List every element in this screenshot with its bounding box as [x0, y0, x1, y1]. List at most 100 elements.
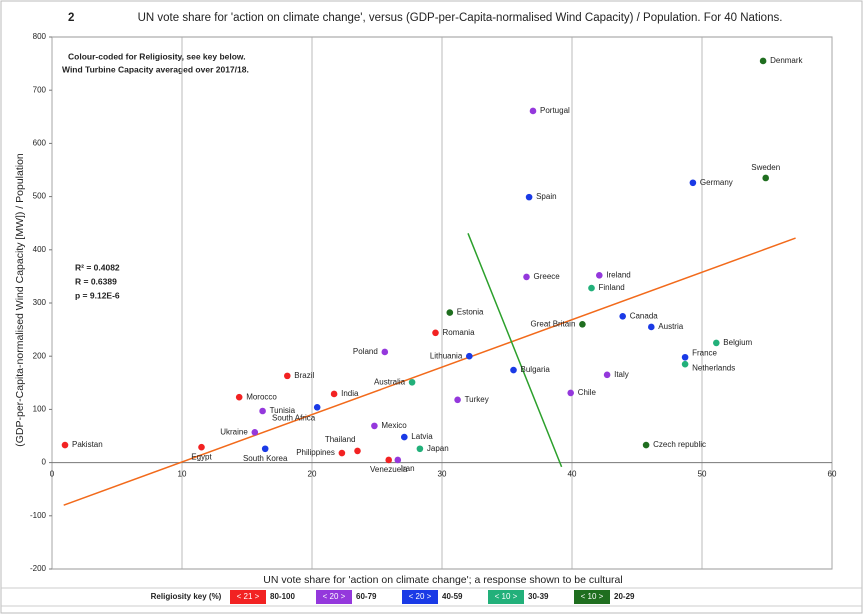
legend-swatch [402, 590, 438, 604]
y-tick-label: 0 [42, 458, 47, 467]
data-point [371, 422, 378, 430]
legend-label: 60-79 [356, 592, 377, 601]
note: Wind Turbine Capacity averaged over 2017… [62, 64, 249, 74]
point-label: Finland [599, 283, 625, 292]
x-tick-label: 60 [828, 470, 837, 479]
y-tick-label: 100 [33, 405, 47, 414]
point-label: Bulgaria [521, 365, 551, 374]
point-label: Poland [353, 347, 378, 356]
point-label: Denmark [770, 56, 803, 65]
data-point [259, 407, 266, 415]
point-label: Egypt [191, 452, 212, 461]
point-label: Portugal [540, 106, 570, 115]
data-point [681, 360, 689, 368]
point-label: Belgium [723, 338, 752, 347]
stat: R² = 0.4082 [75, 262, 120, 272]
point-label: Thailand [325, 435, 356, 444]
legend-swatch [316, 590, 352, 604]
data-point [338, 449, 346, 457]
data-point [567, 389, 574, 397]
point-label: Philippines [296, 448, 335, 457]
y-tick-label: 500 [33, 192, 47, 201]
chart-number: 2 [68, 12, 74, 24]
point-label: Netherlands [692, 363, 735, 372]
point-label: Pakistan [72, 440, 103, 449]
legend-label: 40-59 [442, 592, 463, 601]
data-point [261, 445, 269, 453]
data-point [713, 339, 720, 347]
legend-label: 20-29 [614, 592, 635, 601]
data-point [284, 372, 291, 380]
data-point [401, 433, 408, 441]
data-point [759, 57, 767, 65]
point-label: Mexico [381, 421, 407, 430]
data-point [198, 443, 205, 451]
data-point [313, 403, 321, 411]
point-label: Czech republic [653, 440, 706, 449]
trend-line [467, 233, 563, 468]
point-label: South Africa [272, 413, 316, 422]
y-tick-label: 700 [33, 85, 47, 94]
point-label: Canada [630, 311, 659, 320]
data-point [510, 366, 517, 374]
data-point [408, 378, 416, 386]
legend-count: < 10 > [495, 592, 518, 601]
legend-count: < 10 > [581, 592, 604, 601]
point-label: France [692, 348, 717, 357]
legend-count: < 20 > [323, 592, 346, 601]
legend-count: < 20 > [409, 592, 432, 601]
data-point [416, 445, 424, 453]
y-tick-label: -100 [30, 511, 47, 520]
point-label: Italy [614, 370, 629, 379]
data-point [603, 371, 611, 379]
data-point [381, 348, 389, 356]
data-point [681, 353, 689, 361]
point-label: Greece [534, 272, 561, 281]
point-label: Sweden [751, 163, 780, 172]
note: Colour-coded for Religiosity, see key be… [68, 51, 246, 61]
x-tick-label: 20 [308, 470, 317, 479]
point-label: Australia [374, 377, 406, 386]
point-label: South Korea [243, 454, 288, 463]
legend-swatch [230, 590, 266, 604]
x-tick-label: 30 [438, 470, 447, 479]
data-point [61, 441, 69, 449]
point-label: Germany [700, 178, 733, 187]
point-label: Morocco [246, 392, 277, 401]
chart-title: UN vote share for 'action on climate cha… [138, 12, 783, 24]
trend-line [63, 237, 796, 506]
data-point [529, 107, 537, 115]
data-point [762, 174, 769, 182]
data-point [330, 390, 338, 398]
data-point [588, 284, 595, 292]
data-point [354, 447, 361, 455]
data-point [466, 352, 473, 360]
legend-title: Religiosity key (%) [151, 592, 222, 601]
legend-label: 30-39 [528, 592, 549, 601]
point-label: Ukraine [220, 427, 248, 436]
data-point [689, 179, 697, 187]
data-point [385, 456, 393, 464]
data-point [454, 396, 461, 404]
data-point [235, 393, 243, 401]
stat: p = 9.12E-6 [75, 290, 120, 300]
data-point [432, 329, 439, 337]
x-tick-label: 0 [50, 470, 55, 479]
x-axis-title: UN vote share for 'action on climate cha… [263, 574, 622, 586]
y-tick-label: -200 [30, 564, 47, 573]
point-label: Romania [443, 328, 476, 337]
point-label: Latvia [411, 432, 433, 441]
legend-swatch [574, 590, 610, 604]
y-tick-label: 300 [33, 298, 47, 307]
y-tick-label: 600 [33, 139, 47, 148]
point-label: Iran [401, 464, 415, 473]
point-label: Turkey [465, 395, 489, 404]
legend-count: < 21 > [237, 592, 260, 601]
x-tick-label: 40 [568, 470, 577, 479]
stat: R = 0.6389 [75, 276, 117, 286]
point-label: India [341, 389, 359, 398]
data-point [642, 441, 650, 449]
data-point [523, 273, 530, 281]
